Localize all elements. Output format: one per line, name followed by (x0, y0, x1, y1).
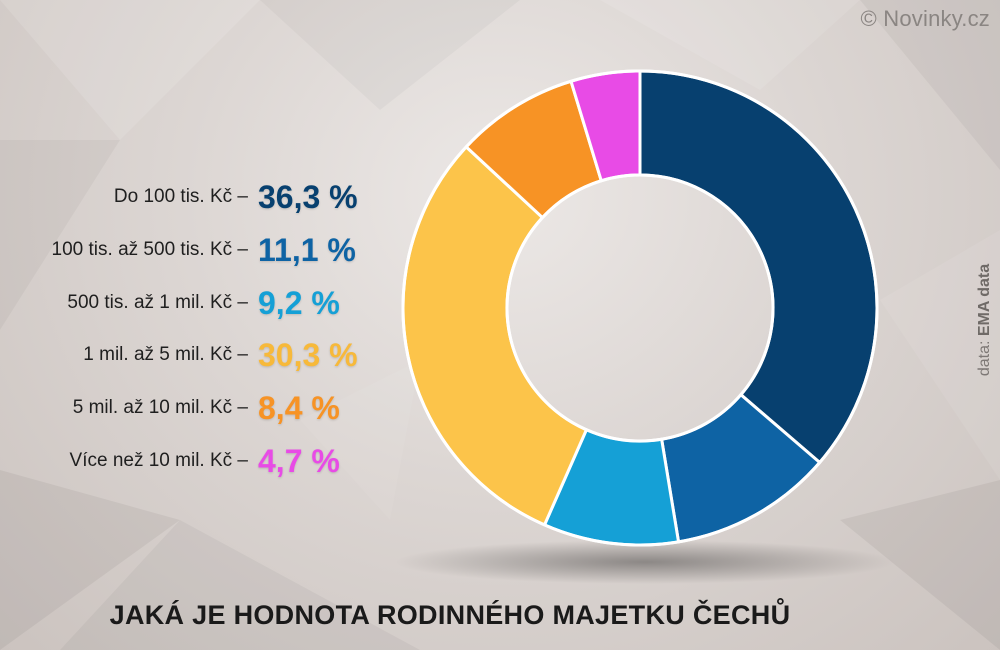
chart-title: JAKÁ JE HODNOTA RODINNÉHO MAJETKU ČECHŮ (109, 600, 791, 630)
legend-row: Do 100 tis. Kč – 36,3 % (0, 176, 380, 229)
legend-row: 500 tis. až 1 mil. Kč – 9,2 % (0, 282, 380, 335)
donut-outer-rim (401, 69, 879, 547)
legend-value: 11,1 % (258, 231, 356, 268)
donut-inner-rim (505, 173, 775, 443)
legend-value: 8,4 % (258, 390, 340, 427)
legend-label: Do 100 tis. Kč – (113, 186, 248, 207)
donut-slice (638, 69, 879, 464)
legend-value: 36,3 % (258, 179, 358, 215)
legend-label: 1 mil. až 5 mil. Kč – (83, 344, 248, 366)
legend-row: Více než 10 mil. Kč – 4,7 % (0, 440, 380, 493)
legend-row: 100 tis. až 500 tis. Kč – 11,1 % (0, 229, 380, 282)
legend-label: 100 tis. až 500 tis. Kč – (51, 238, 248, 260)
legend-row: 5 mil. až 10 mil. Kč – 8,4 % (0, 387, 380, 440)
legend-label: 500 tis. až 1 mil. Kč – (67, 291, 248, 313)
legend: Do 100 tis. Kč – 36,3 % 100 tis. až 500 … (0, 176, 380, 493)
slices (401, 69, 879, 547)
legend-label: Více než 10 mil. Kč – (69, 449, 248, 471)
legend-row: 1 mil. až 5 mil. Kč – 30,3 % (0, 334, 380, 387)
legend-label: 5 mil. až 10 mil. Kč – (72, 397, 248, 419)
legend-value: 9,2 % (258, 284, 340, 321)
legend-value: 4,7 % (258, 442, 340, 479)
credit-text: © Novinky.cz (860, 6, 990, 31)
chart-shadow (395, 540, 895, 584)
legend-value: 30,3 % (258, 337, 358, 374)
